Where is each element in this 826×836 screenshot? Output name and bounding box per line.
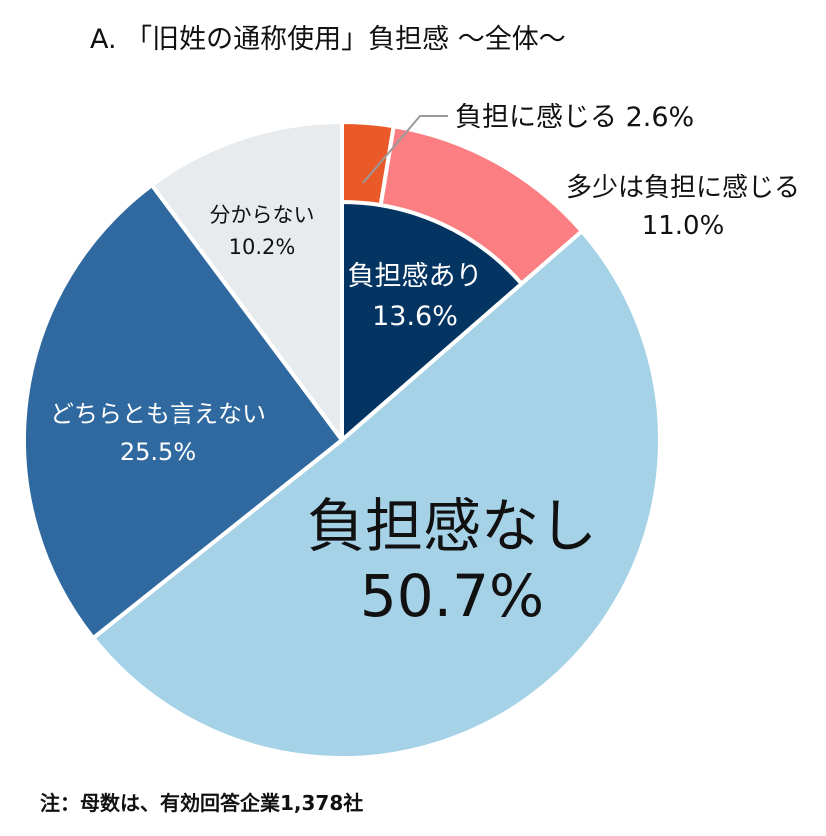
chart-note: 注：母数は、有効回答企業1,378社 [40, 791, 363, 815]
pie-slice-3 [91, 229, 662, 760]
pie-label-4: どちらとも言えない 25.5% [50, 400, 266, 466]
pie-labels: 負担に感じる 2.6% 多少は負担に感じる 11.0% 負担感なし 50.7% どちらとも… [50, 102, 800, 630]
pie-slice-5 [149, 120, 344, 442]
pie-label-5: 分からない 10.2% [210, 203, 315, 259]
pie-slices [22, 120, 662, 760]
pie-label-2: 多少は負担に感じる 11.0% [566, 173, 800, 241]
pie-inner-group-label: 負担感あり 13.6% [348, 261, 483, 332]
chart-title: A. 「旧姓の通称使用」負担感 ～全体～ [90, 24, 566, 55]
pie-label-1: 負担に感じる 2.6% [455, 102, 694, 133]
leader-line [362, 115, 448, 184]
pie-inner-group-slice [340, 200, 524, 442]
pie-slice-4 [22, 183, 344, 641]
pie-label-3: 負担感なし 50.7% [307, 492, 597, 630]
